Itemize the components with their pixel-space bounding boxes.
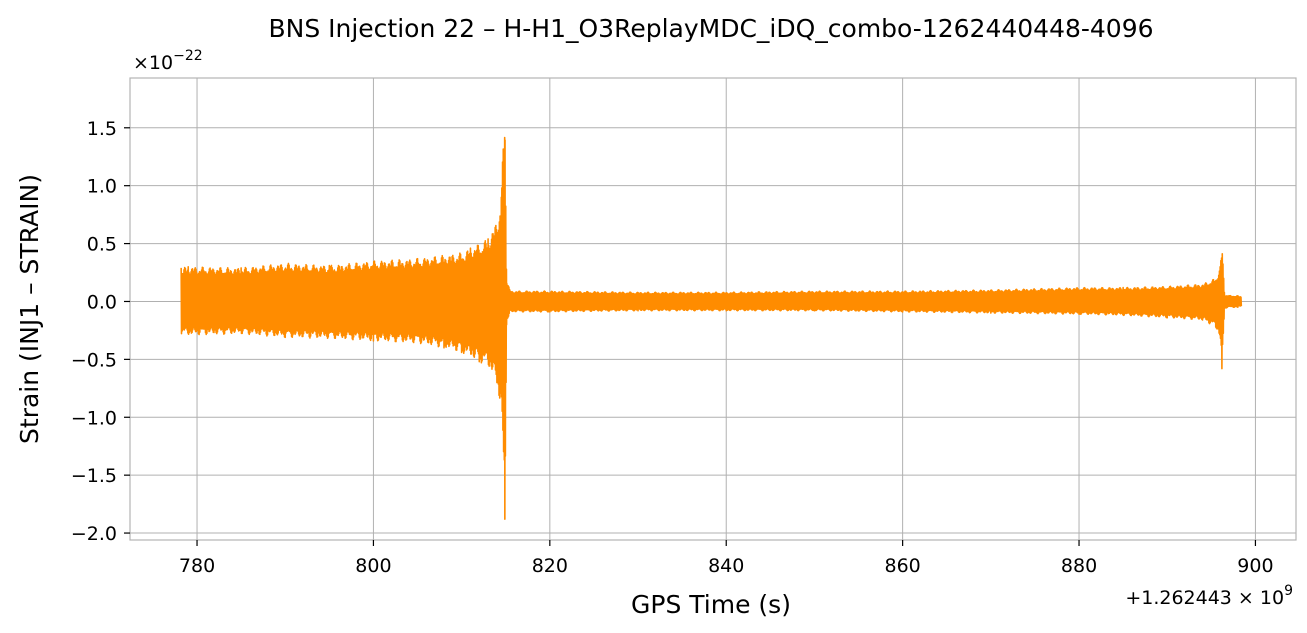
y-scale-label: ×10−22 <box>133 48 203 74</box>
chart-title: BNS Injection 22 – H-H1_O3ReplayMDC_iDQ_… <box>268 14 1153 43</box>
x-offset-exponent: 9 <box>1284 583 1293 599</box>
y-tick-label: −1.5 <box>71 465 117 487</box>
axes-frame <box>129 77 1297 541</box>
ticks: 780 800 820 840 860 880 900 1.5 1.0 0.5 0.0 −0.5 −1.… <box>71 118 1274 577</box>
y-tick-label: 1.5 <box>87 118 117 140</box>
y-tick-label: −1.0 <box>71 407 117 429</box>
y-tick-label: 0.0 <box>87 291 117 313</box>
y-tick-label: −0.5 <box>71 349 117 371</box>
x-tick-label: 880 <box>1061 555 1097 577</box>
x-tick-label: 900 <box>1237 555 1273 577</box>
strain-series-line <box>180 136 1243 520</box>
x-offset-label: +1.262443 × 109 <box>1125 583 1293 609</box>
y-scale-mantissa: ×10 <box>133 52 173 74</box>
y-axis-label: Strain (INJ1 – STRAIN) <box>15 174 44 444</box>
x-tick-label: 840 <box>708 555 744 577</box>
x-tick-label: 800 <box>355 555 391 577</box>
series-layer <box>180 136 1243 520</box>
y-tick-label: 0.5 <box>87 234 117 256</box>
x-tick-label: 820 <box>532 555 568 577</box>
x-tick-label: 860 <box>884 555 920 577</box>
x-offset-mantissa: +1.262443 × 10 <box>1125 587 1284 609</box>
y-tick-label: 1.0 <box>87 176 117 198</box>
x-axis-label: GPS Time (s) <box>631 590 791 619</box>
y-scale-exponent: −22 <box>173 48 203 64</box>
y-tick-label: −2.0 <box>71 523 117 545</box>
x-tick-label: 780 <box>179 555 215 577</box>
